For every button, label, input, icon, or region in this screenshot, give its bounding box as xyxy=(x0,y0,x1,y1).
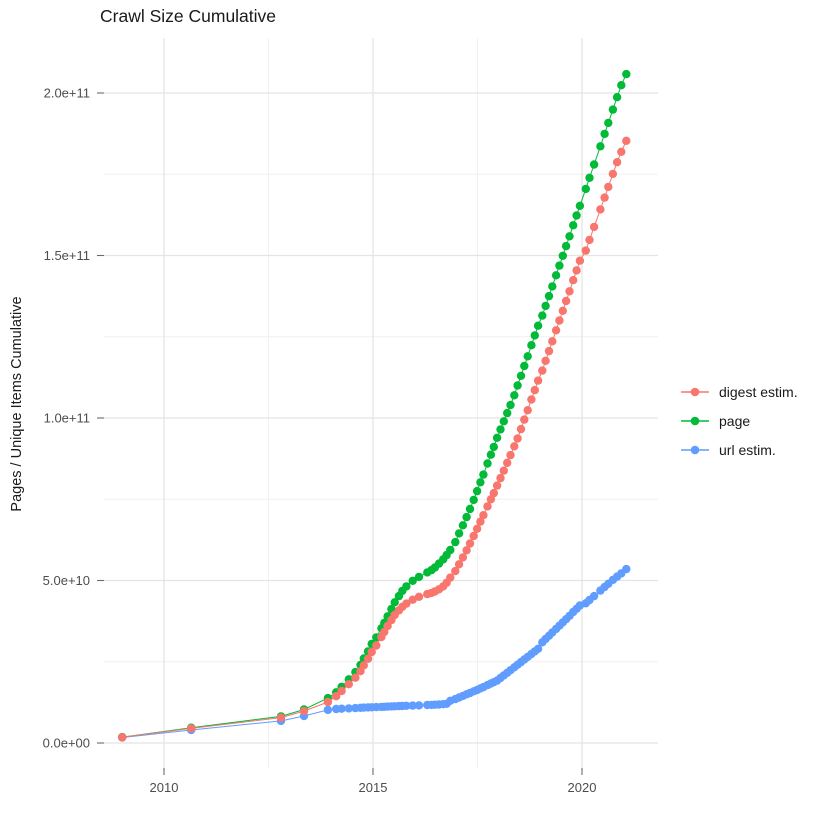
svg-text:5.0e+10: 5.0e+10 xyxy=(43,573,90,588)
svg-text:2020: 2020 xyxy=(568,780,597,795)
chart-title: Crawl Size Cumulative xyxy=(100,6,277,26)
legend-label: digest estim. xyxy=(719,383,798,400)
svg-text:1.5e+11: 1.5e+11 xyxy=(44,248,90,263)
series-digest-estim xyxy=(118,136,631,742)
svg-text:2.0e+11: 2.0e+11 xyxy=(44,86,90,101)
legend-label: url estim. xyxy=(719,441,776,458)
svg-text:2015: 2015 xyxy=(359,780,388,795)
legend-label: page xyxy=(719,412,751,429)
legend: digest estim. page url estim. xyxy=(681,377,798,464)
legend-key-icon xyxy=(681,416,709,425)
svg-text:1.0e+11: 1.0e+11 xyxy=(44,411,90,426)
series-page xyxy=(118,69,631,742)
legend-item-url: url estim. xyxy=(681,435,798,464)
svg-text:2010: 2010 xyxy=(150,780,179,795)
legend-item-digest: digest estim. xyxy=(681,377,798,406)
legend-key-icon xyxy=(681,445,709,454)
svg-text:0.0e+00: 0.0e+00 xyxy=(43,736,90,751)
legend-key-icon xyxy=(681,387,709,396)
legend-item-page: page xyxy=(681,406,798,435)
